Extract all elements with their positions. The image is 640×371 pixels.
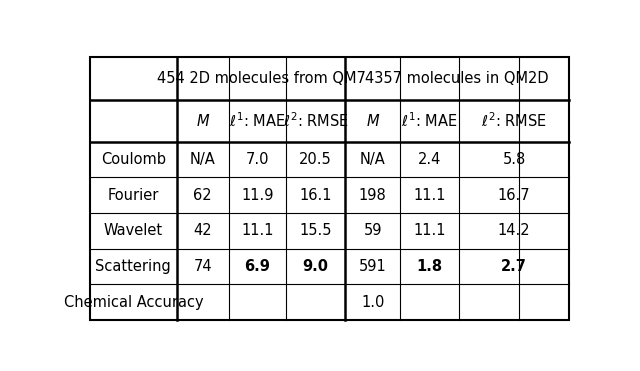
Text: Fourier: Fourier [108,188,159,203]
Text: Chemical Accuracy: Chemical Accuracy [63,295,203,310]
Text: $M$: $M$ [196,113,210,129]
Text: 74: 74 [193,259,212,274]
Text: 454 2D molecules from QM7: 454 2D molecules from QM7 [157,71,365,86]
Text: $\ell^{1}$: MAE: $\ell^{1}$: MAE [401,112,458,130]
Text: 2.4: 2.4 [418,152,442,167]
Text: $M$: $M$ [365,113,380,129]
Text: 4357 molecules in QM2D: 4357 molecules in QM2D [365,71,548,86]
Text: 5.8: 5.8 [502,152,525,167]
Text: $\ell^{1}$: MAE: $\ell^{1}$: MAE [229,112,285,130]
Text: 11.1: 11.1 [241,223,273,239]
Text: Scattering: Scattering [95,259,171,274]
Text: 198: 198 [359,188,387,203]
Text: 6.9: 6.9 [244,259,270,274]
Text: Wavelet: Wavelet [104,223,163,239]
Text: 59: 59 [364,223,382,239]
Text: N/A: N/A [190,152,216,167]
Text: Coulomb: Coulomb [101,152,166,167]
Text: 16.7: 16.7 [498,188,531,203]
Text: 591: 591 [359,259,387,274]
Text: 15.5: 15.5 [300,223,332,239]
Text: 16.1: 16.1 [300,188,332,203]
Text: N/A: N/A [360,152,385,167]
Text: 42: 42 [193,223,212,239]
Text: 11.1: 11.1 [413,223,446,239]
Text: 11.1: 11.1 [413,188,446,203]
Text: 11.9: 11.9 [241,188,273,203]
Text: 62: 62 [193,188,212,203]
Text: $\ell^{2}$: RMSE: $\ell^{2}$: RMSE [481,112,547,130]
Text: 7.0: 7.0 [246,152,269,167]
Text: 20.5: 20.5 [300,152,332,167]
Text: 14.2: 14.2 [498,223,531,239]
Text: 9.0: 9.0 [303,259,328,274]
Text: $\ell^{2}$: RMSE: $\ell^{2}$: RMSE [283,112,349,130]
Text: 2.7: 2.7 [501,259,527,274]
Text: 1.8: 1.8 [417,259,443,274]
Text: 1.0: 1.0 [361,295,385,310]
